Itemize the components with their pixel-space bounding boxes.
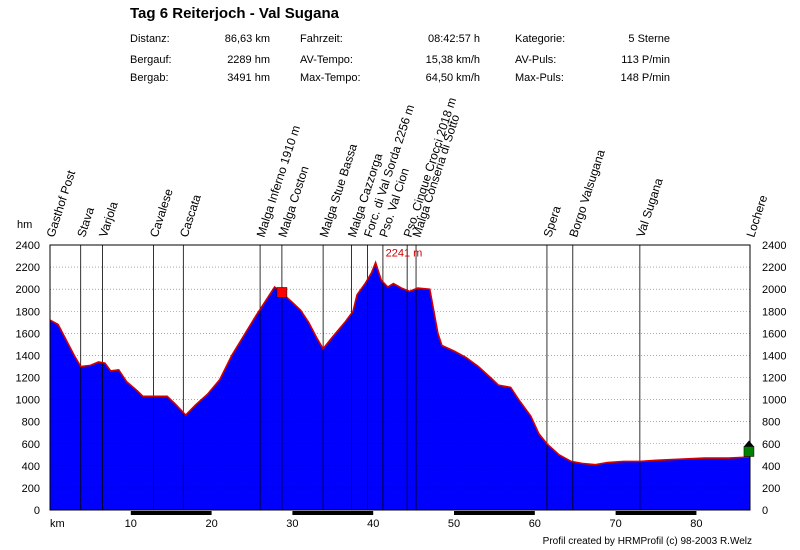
y-tick-label-left: 1000 [16, 395, 40, 407]
stat-label-avg-speed: AV-Tempo: [300, 54, 353, 66]
x-axis-scale-segment [292, 511, 374, 515]
x-tick-label: 50 [448, 518, 460, 530]
y-tick-label-left: 400 [22, 461, 40, 473]
stat-value-ascent: 2289 hm [227, 54, 270, 66]
waypoint-label: Lochere [744, 193, 771, 239]
stat-label-ride-time: Fahrzeit: [300, 33, 343, 45]
elevation-line [49, 260, 751, 466]
y-tick-label-right: 1800 [762, 306, 786, 318]
y-tick-label-left: 200 [22, 483, 40, 495]
chart-title: Tag 6 Reiterjoch - Val Sugana [130, 5, 339, 22]
y-tick-label-left: 800 [22, 417, 40, 429]
y-tick-label-right: 600 [762, 439, 780, 451]
y-tick-label-right: 2000 [762, 284, 786, 296]
stat-label-ascent: Bergauf: [130, 54, 172, 66]
y-tick-label-right: 1600 [762, 328, 786, 340]
waypoint-label: Cavalese [147, 187, 176, 239]
x-tick-label: 80 [690, 518, 702, 530]
stat-value-avg-pulse: 113 P/min [621, 54, 670, 66]
y-tick-label-right: 2400 [762, 240, 786, 252]
y-tick-label-left: 600 [22, 439, 40, 451]
y-tick-label-right: 1000 [762, 395, 786, 407]
profile-marker [276, 287, 288, 298]
x-axis-scale-segment [454, 511, 535, 515]
y-tick-label-left: 1200 [16, 373, 40, 385]
stat-label-descent: Bergab: [130, 72, 169, 84]
x-tick-label: 20 [205, 518, 217, 530]
footer-credit: Profil created by HRMProfil (c) 98-2003 … [542, 536, 752, 547]
y-tick-label-left: 1400 [16, 350, 40, 362]
y-tick-label-left: 2200 [16, 262, 40, 274]
waypoint-label: Cascata [177, 192, 204, 239]
waypoint-label: Gasthof Post [44, 168, 79, 239]
x-tick-label: 60 [529, 518, 541, 530]
y-tick-label-right: 2200 [762, 262, 786, 274]
stat-value-distance: 86,63 km [224, 33, 270, 45]
x-axis-label: km [50, 518, 65, 530]
y-tick-label-right: 200 [762, 483, 780, 495]
stat-label-category: Kategorie: [515, 33, 566, 45]
stat-value-descent: 3491 hm [227, 72, 270, 84]
stat-value-category: 5 Sterne [628, 33, 670, 45]
y-axis-label: hm [17, 219, 32, 231]
waypoint-label: Borgo Valsugana [566, 148, 608, 239]
y-tick-label-left: 2400 [16, 240, 40, 252]
x-tick-label: 70 [609, 518, 621, 530]
plot-frame [49, 244, 751, 511]
y-tick-label-right: 1400 [762, 350, 786, 362]
y-tick-label-right: 1200 [762, 373, 786, 385]
y-tick-label-right: 0 [762, 505, 768, 517]
end-marker-cap [743, 440, 754, 447]
y-tick-label-left: 2000 [16, 284, 40, 296]
waypoint-label: Stava [74, 205, 97, 239]
y-tick-label-left: 0 [34, 505, 40, 517]
y-tick-label-left: 1600 [16, 328, 40, 340]
x-axis-scale-segment [130, 511, 212, 515]
y-tick-label-right: 400 [762, 461, 780, 473]
stat-label-avg-pulse: AV-Puls: [515, 54, 557, 66]
stat-value-avg-speed: 15,38 km/h [425, 54, 480, 66]
stat-label-max-pulse: Max-Puls: [515, 72, 564, 84]
x-tick-label: 40 [367, 518, 379, 530]
stat-label-max-speed: Max-Tempo: [300, 72, 361, 84]
profile-marker [743, 446, 755, 457]
y-tick-label-left: 1800 [16, 306, 40, 318]
waypoint-label: Varjola [96, 200, 121, 239]
stat-label-distance: Distanz: [130, 33, 170, 45]
x-axis-scale-segment [615, 511, 697, 515]
max-elevation-label: 2241 m [386, 248, 423, 260]
waypoint-label: Val Sugana [633, 176, 665, 239]
waypoint-label: Spera [540, 204, 563, 239]
x-tick-label: 30 [286, 518, 298, 530]
stat-value-ride-time: 08:42:57 h [428, 33, 480, 45]
x-tick-label: 10 [125, 518, 137, 530]
stat-value-max-pulse: 148 P/min [620, 72, 670, 84]
elevation-area [50, 262, 750, 510]
y-tick-label-right: 800 [762, 417, 780, 429]
stat-value-max-speed: 64,50 km/h [425, 72, 480, 84]
